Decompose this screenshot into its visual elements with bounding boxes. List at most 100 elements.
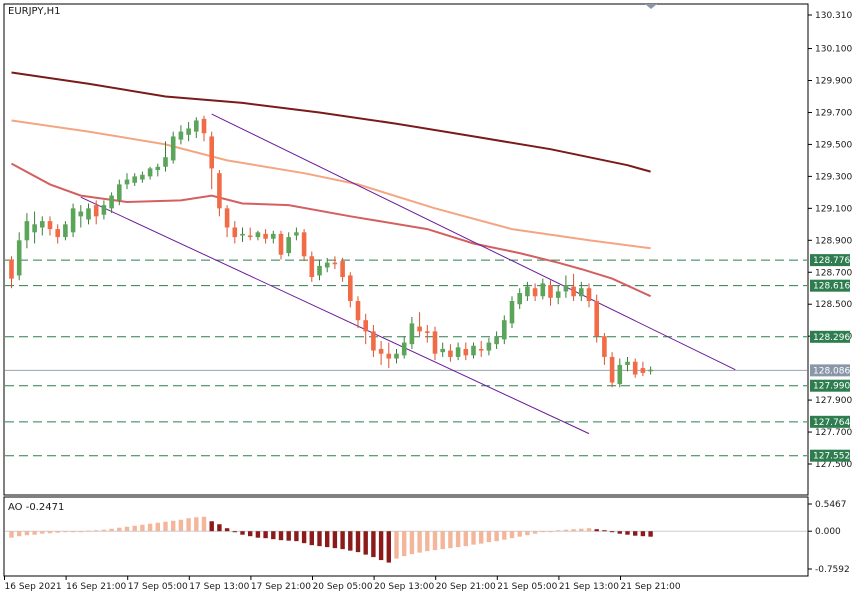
candle-body bbox=[101, 205, 107, 215]
candle-body bbox=[602, 336, 607, 357]
ao-bar bbox=[86, 530, 91, 532]
ao-bar bbox=[9, 531, 14, 538]
ao-bar bbox=[494, 531, 499, 542]
candle-body bbox=[348, 275, 353, 302]
ao-bar bbox=[240, 531, 245, 535]
ao-bar bbox=[224, 528, 230, 532]
ao-bar bbox=[263, 531, 268, 539]
price-tick-label: 130.310 bbox=[815, 11, 852, 21]
candle-body bbox=[232, 227, 238, 238]
candle-body bbox=[640, 368, 646, 373]
level-price-label: 128.296 bbox=[813, 333, 850, 343]
ao-tick-label: 0.000 bbox=[815, 527, 841, 537]
ao-bar bbox=[517, 531, 522, 537]
candle-body bbox=[363, 320, 368, 332]
ao-tick-label: -0.7592 bbox=[815, 565, 850, 575]
candle-body bbox=[471, 345, 476, 356]
ao-label: AO -0.2471 bbox=[8, 502, 64, 513]
candle-body bbox=[486, 342, 492, 351]
ao-bar bbox=[617, 531, 622, 534]
ao-bar bbox=[509, 531, 515, 539]
ao-bar bbox=[402, 531, 407, 557]
ao-bar bbox=[32, 531, 37, 535]
ao-bar bbox=[124, 526, 130, 532]
candle-body bbox=[332, 262, 338, 265]
candle-body bbox=[394, 353, 399, 359]
ao-bar bbox=[586, 528, 592, 532]
time-axis: 16 Sep 2021 16 Sep 21:00 17 Sep 05:00 17 Se… bbox=[4, 576, 681, 592]
moving-average-line bbox=[11, 162, 652, 298]
ao-bar bbox=[556, 530, 561, 532]
moving-average-line bbox=[11, 71, 651, 173]
candle-body bbox=[417, 326, 422, 332]
candle-body bbox=[401, 342, 407, 356]
candle-body bbox=[371, 331, 376, 351]
ao-bar bbox=[532, 531, 538, 534]
candle-body bbox=[478, 348, 484, 351]
level-price-label: 128.776 bbox=[813, 256, 850, 266]
ao-bar bbox=[155, 522, 160, 532]
time-tick-label: 21 Sep 13:00 bbox=[559, 582, 619, 592]
ao-bar bbox=[502, 531, 507, 540]
ao-bar bbox=[363, 531, 368, 555]
level-price-box bbox=[810, 379, 850, 392]
candle-body bbox=[625, 361, 630, 365]
current-price-box bbox=[810, 364, 850, 377]
ao-bar bbox=[540, 531, 545, 533]
candle-body bbox=[579, 288, 584, 297]
ao-bar bbox=[255, 531, 261, 538]
candle-body bbox=[132, 176, 137, 183]
ao-bar bbox=[317, 531, 322, 547]
candle-body bbox=[540, 283, 546, 297]
price-tick-label: 129.700 bbox=[815, 108, 852, 118]
ao-bar bbox=[271, 531, 276, 540]
ao-bar bbox=[78, 531, 83, 533]
chart-shift-marker-icon[interactable] bbox=[645, 4, 657, 9]
ao-bar bbox=[355, 531, 361, 553]
candle-body bbox=[16, 240, 22, 276]
ao-bar bbox=[471, 531, 476, 545]
level-price-label: 127.990 bbox=[813, 382, 850, 392]
ao-bar bbox=[463, 531, 468, 547]
candle-body bbox=[186, 128, 191, 135]
candle-body bbox=[494, 336, 499, 345]
candle-body bbox=[55, 229, 60, 238]
time-tick-label: 17 Sep 13:00 bbox=[189, 582, 249, 592]
time-tick-label: 20 Sep 13:00 bbox=[374, 582, 434, 592]
candle-body bbox=[63, 224, 68, 238]
ao-bar bbox=[455, 531, 461, 548]
ao-bar bbox=[432, 531, 438, 551]
ao-bar bbox=[294, 531, 299, 542]
ao-bar bbox=[394, 531, 399, 559]
ao-bar bbox=[378, 531, 384, 561]
candle-body bbox=[271, 233, 276, 239]
candle-body bbox=[201, 118, 207, 134]
ao-bar bbox=[117, 527, 122, 532]
candle-body bbox=[532, 288, 538, 297]
candle-body bbox=[209, 136, 214, 169]
candle-body bbox=[324, 262, 330, 268]
candle-body bbox=[648, 369, 653, 372]
trendlines bbox=[80, 113, 736, 435]
ao-bar bbox=[640, 531, 646, 537]
price-tick-label: 127.900 bbox=[815, 396, 852, 406]
time-tick-label: 21 Sep 05:00 bbox=[497, 582, 557, 592]
ao-bar bbox=[309, 531, 314, 546]
time-tick-label: 16 Sep 2021 bbox=[5, 582, 62, 592]
ao-bar bbox=[171, 520, 176, 532]
candle-body bbox=[409, 323, 415, 345]
candle-body bbox=[117, 184, 122, 201]
ao-bar bbox=[24, 531, 30, 536]
candle-body bbox=[309, 256, 315, 278]
ao-bar bbox=[94, 530, 99, 532]
ao-bar bbox=[101, 529, 107, 532]
time-tick-label: 20 Sep 05:00 bbox=[313, 582, 373, 592]
candle-body bbox=[147, 168, 153, 177]
ao-bar bbox=[425, 531, 430, 552]
candle-body bbox=[617, 364, 623, 385]
level-price-box bbox=[810, 254, 850, 267]
candle-body bbox=[124, 179, 130, 185]
ao-bar bbox=[440, 531, 445, 550]
